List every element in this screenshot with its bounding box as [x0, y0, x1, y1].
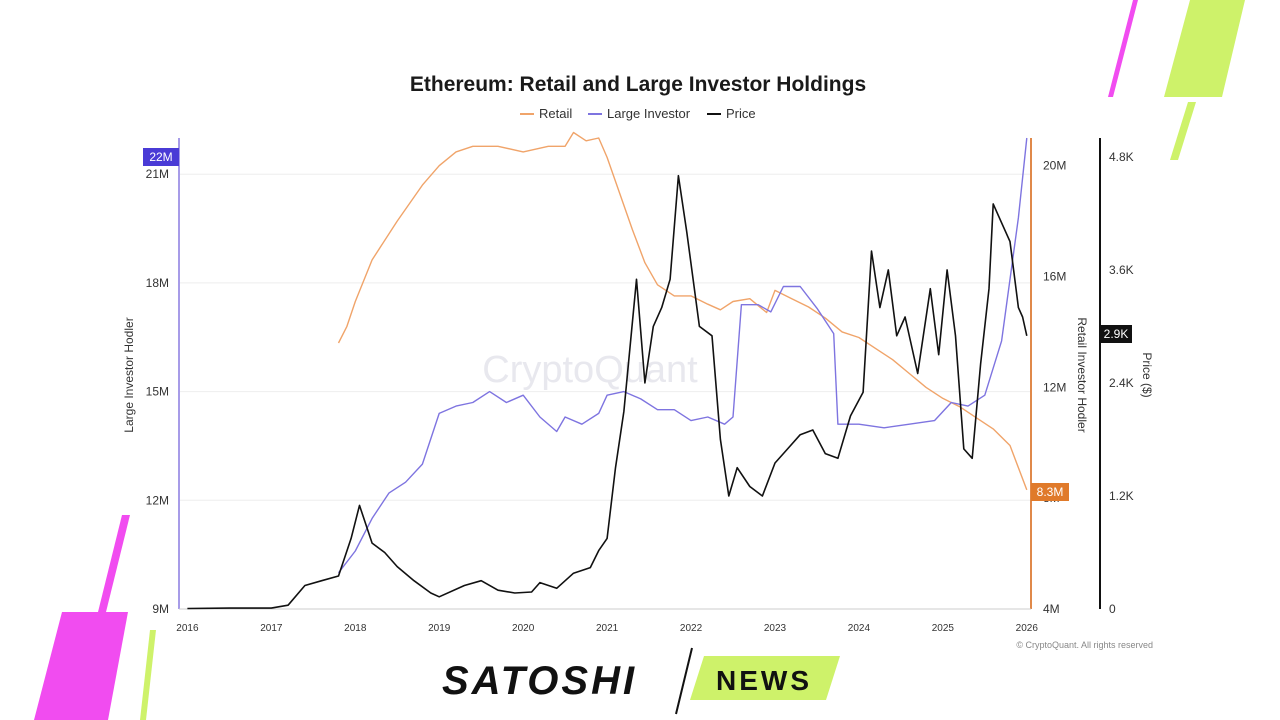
- logo-news-bg: [690, 656, 840, 700]
- badge-price: 2.9K: [1100, 325, 1132, 343]
- chart-title: Ethereum: Retail and Large Investor Hold…: [410, 73, 866, 96]
- retail-tick-label: 12M: [1043, 380, 1066, 394]
- series-line-retail: [337, 131, 1028, 491]
- logo-secondary: NEWS: [716, 665, 812, 696]
- logo-primary: SATOSHI: [442, 659, 637, 703]
- price-tick-label: 1.2K: [1109, 489, 1134, 503]
- x-tick-label: 2019: [428, 623, 451, 634]
- x-tick-label: 2021: [596, 623, 619, 634]
- x-tick-label: 2026: [1016, 623, 1039, 634]
- logo-divider: [675, 647, 693, 715]
- deco-magenta-bottom-stripe: [98, 515, 130, 612]
- retail-tick-label: 4M: [1043, 602, 1060, 616]
- badge-large-investor: 22M: [143, 148, 179, 166]
- grid: [179, 173, 1031, 610]
- deco-lime-top-stripe: [1170, 102, 1196, 160]
- deco-magenta-top: [1108, 0, 1138, 97]
- badge-retail: 8.3M: [1031, 483, 1069, 501]
- deco-lime-top: [1164, 0, 1245, 97]
- price-axis-title: Price ($): [1140, 352, 1154, 397]
- left-tick-label: 18M: [146, 276, 169, 290]
- price-tick-label: 3.6K: [1109, 263, 1134, 277]
- x-tick-label: 2023: [764, 623, 787, 634]
- copyright: © CryptoQuant. All rights reserved: [1016, 640, 1153, 650]
- legend: Retail Large Investor Price: [520, 106, 756, 121]
- left-axis-title: Large Investor Hodler: [122, 317, 136, 432]
- left-tick-label: 21M: [146, 167, 169, 181]
- satoshi-news-logo: SATOSHI NEWS: [442, 647, 840, 715]
- decorations: [34, 0, 1245, 720]
- badge-retail-text: 8.3M: [1037, 485, 1064, 499]
- x-tick-label: 2024: [848, 623, 871, 634]
- watermark: CryptoQuant: [482, 349, 698, 391]
- retail-axis-title: Retail Investor Hodler: [1075, 317, 1089, 432]
- tick-labels: 9M12M15M18M21M4M8M12M16M20M01.2K2.4K3.6K…: [146, 150, 1134, 634]
- retail-tick-label: 20M: [1043, 159, 1066, 173]
- deco-lime-bottom-stripe: [140, 630, 156, 720]
- left-tick-label: 9M: [152, 602, 169, 616]
- price-tick-label: 0: [1109, 602, 1116, 616]
- badge-large-investor-text: 22M: [149, 150, 172, 164]
- deco-magenta-bottom: [34, 612, 128, 720]
- series-line-price: [187, 174, 1028, 610]
- series: [187, 131, 1028, 610]
- retail-tick-label: 16M: [1043, 270, 1066, 284]
- left-tick-label: 15M: [146, 385, 169, 399]
- legend-retail-label: Retail: [539, 106, 572, 121]
- x-tick-label: 2025: [932, 623, 955, 634]
- left-tick-label: 12M: [146, 493, 169, 507]
- legend-large-investor-label: Large Investor: [607, 106, 691, 121]
- badge-price-text: 2.9K: [1104, 327, 1129, 341]
- x-tick-label: 2016: [176, 623, 199, 634]
- series-line-large-investor: [337, 137, 1028, 574]
- x-tick-label: 2017: [260, 623, 283, 634]
- badge-price-bg: [1100, 325, 1132, 343]
- price-tick-label: 2.4K: [1109, 376, 1134, 390]
- x-tick-label: 2018: [344, 623, 367, 634]
- x-tick-label: 2020: [512, 623, 535, 634]
- axes: [178, 138, 1101, 610]
- price-tick-label: 4.8K: [1109, 150, 1134, 164]
- legend-price-label: Price: [726, 106, 756, 121]
- badge-large-investor-bg: [143, 148, 179, 166]
- badge-retail-bg: [1031, 483, 1069, 501]
- x-tick-label: 2022: [680, 623, 703, 634]
